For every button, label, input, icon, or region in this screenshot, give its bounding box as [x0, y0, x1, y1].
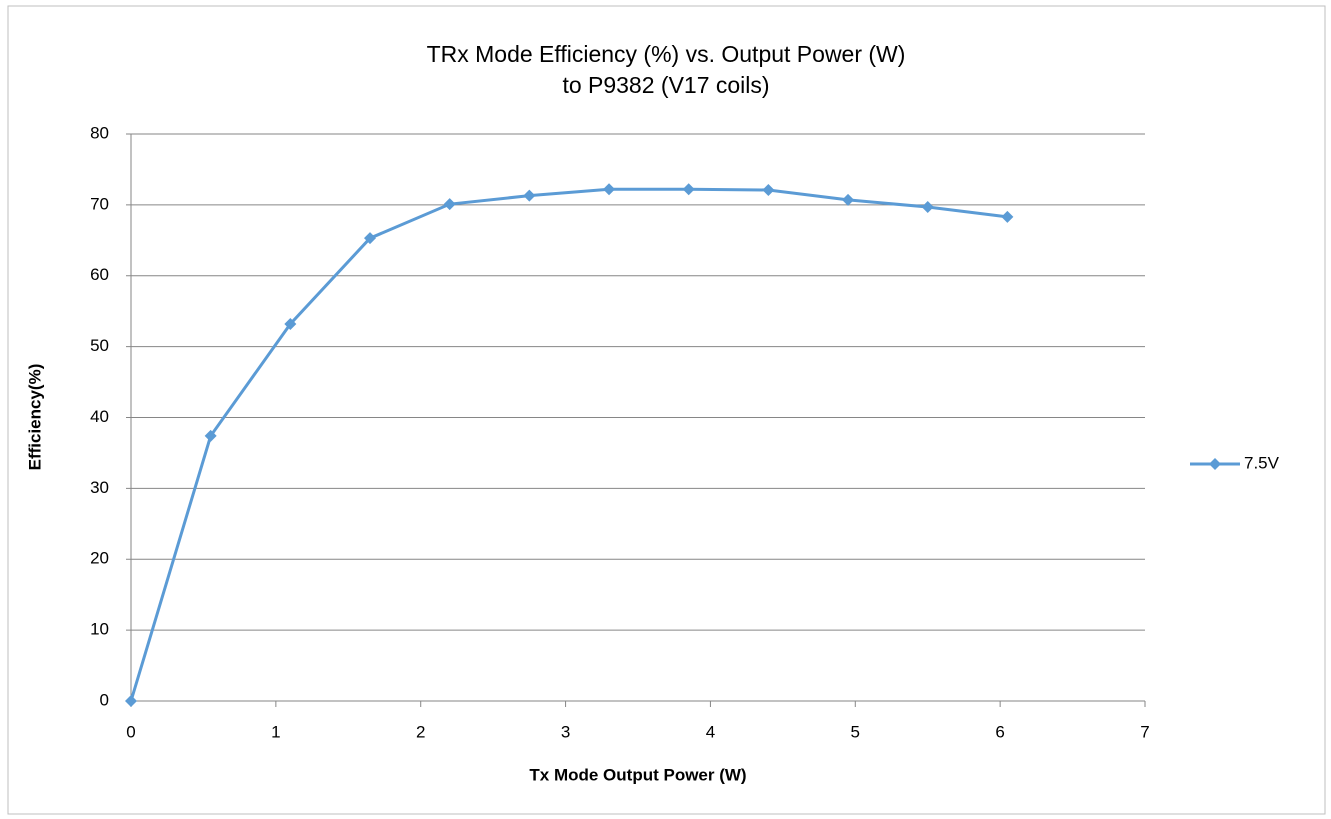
- y-tick-label: 0: [100, 690, 109, 709]
- data-point: [364, 232, 377, 245]
- data-point: [443, 198, 456, 211]
- y-axis-label: Efficiency(%): [25, 364, 44, 471]
- y-tick-label: 10: [90, 620, 109, 639]
- y-tick-label: 70: [90, 194, 109, 213]
- x-tick-label: 4: [706, 722, 715, 741]
- x-tick-label: 6: [995, 722, 1004, 741]
- y-tick-label: 40: [90, 407, 109, 426]
- x-tick-label: 3: [561, 722, 570, 741]
- data-point: [603, 183, 616, 196]
- y-tick-label: 30: [90, 478, 109, 497]
- chart-border: [7, 5, 1326, 815]
- data-point: [762, 183, 775, 196]
- data-point: [284, 317, 297, 330]
- y-tick-label: 50: [90, 336, 109, 355]
- data-point: [204, 429, 217, 442]
- x-tick-label: 5: [851, 722, 860, 741]
- series-line: [129, 187, 1008, 702]
- x-tick-label: 1: [271, 722, 280, 741]
- data-point: [125, 695, 137, 707]
- data-point: [682, 183, 695, 196]
- data-point: [1001, 210, 1014, 223]
- y-tick-label: 80: [90, 123, 109, 142]
- y-tick-label: 60: [90, 265, 109, 284]
- x-axis-label: Tx Mode Output Power (W): [529, 765, 746, 784]
- x-tick-label: 0: [126, 722, 135, 741]
- data-point: [842, 193, 855, 206]
- chart-title: TRx Mode Efficiency (%) vs. Output Power…: [427, 41, 906, 67]
- chart-subtitle: to P9382 (V17 coils): [562, 72, 769, 98]
- x-tick-label: 7: [1140, 722, 1149, 741]
- x-tick-label: 2: [416, 722, 425, 741]
- legend-marker: [1209, 458, 1221, 470]
- legend-label: 7.5V: [1244, 453, 1280, 472]
- data-point: [921, 201, 934, 214]
- y-tick-label: 20: [90, 549, 109, 568]
- data-point: [523, 189, 536, 202]
